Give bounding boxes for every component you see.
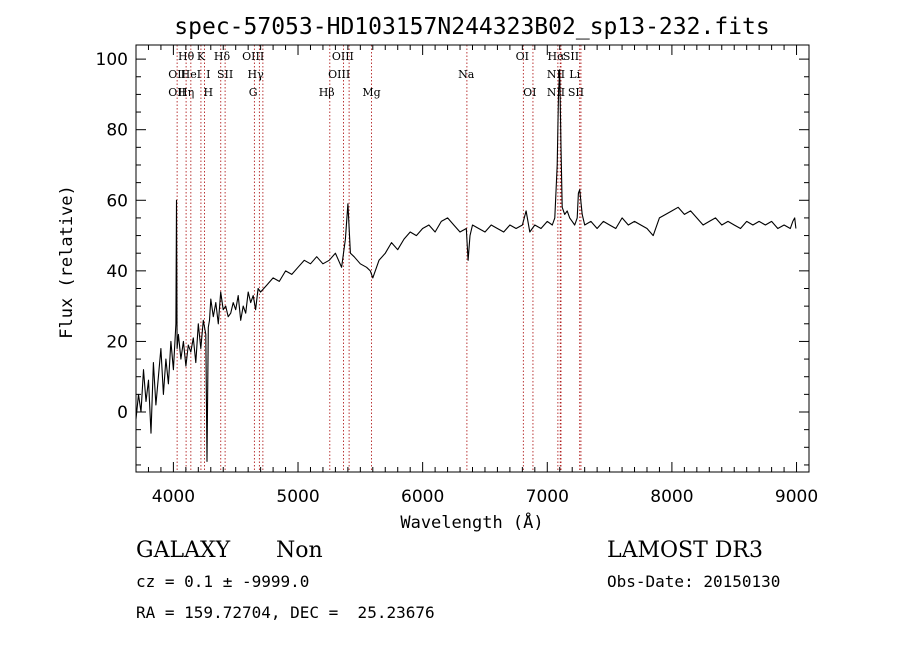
line-marker-label: OIII <box>328 68 350 81</box>
line-marker-label: Hη <box>178 86 194 99</box>
line-marker-label: G <box>249 86 258 99</box>
chart-title: spec-57053-HD103157N244323B02_sp13-232.f… <box>174 14 769 40</box>
y-tick-label: 80 <box>106 121 128 141</box>
y-tick-label: 0 <box>117 403 128 423</box>
emission-line-markers <box>176 45 582 472</box>
line-marker-label: SII <box>568 86 584 99</box>
y-axis-label: Flux (relative) <box>57 185 77 339</box>
line-marker-label: Hδ <box>214 50 231 63</box>
line-marker-label: Mg <box>362 86 380 99</box>
line-marker-label: Hα <box>547 50 565 63</box>
x-tick-label: 9000 <box>775 487 818 507</box>
line-marker-label: OIII <box>332 50 354 63</box>
x-tick-label: 4000 <box>152 487 195 507</box>
x-axis-label: Wavelength (Å) <box>400 511 543 533</box>
x-axis-ticks: 4000 5000 6000 7000 8000 9000 <box>135 45 818 507</box>
redshift-cz: cz = 0.1 ± -9999.0 <box>136 572 310 591</box>
emission-line-labels: OII OII Hθ Hη HeI K HI Hδ SII OIII Hγ G Hβ OIII OIII Mg… <box>168 50 584 99</box>
y-tick-label: 40 <box>106 262 128 282</box>
object-subclass: Non <box>276 538 323 563</box>
line-marker-label: OI <box>516 50 529 63</box>
line-marker-label: Na <box>458 68 475 81</box>
y-tick-label: 100 <box>96 50 128 70</box>
line-marker-label: Hγ <box>248 68 265 81</box>
observation-date: Obs-Date: 20150130 <box>607 572 781 591</box>
line-marker-label: SII <box>563 50 579 63</box>
line-marker-label: Hθ <box>178 50 195 63</box>
x-tick-label: 6000 <box>401 487 444 507</box>
y-tick-label: 20 <box>106 332 128 352</box>
line-marker-label: H <box>203 86 213 99</box>
line-marker-label: OI <box>523 86 536 99</box>
line-marker-label: OII <box>168 68 186 81</box>
plot-frame <box>135 44 810 473</box>
line-marker-label: NII <box>547 68 565 81</box>
line-marker-label: K <box>197 50 206 63</box>
sky-coordinates: RA = 159.72704, DEC = 25.23676 <box>136 603 435 622</box>
line-marker-label: SII <box>217 68 233 81</box>
survey-name: LAMOST DR3 <box>607 538 763 563</box>
object-class: GALAXY <box>136 538 231 563</box>
y-axis-ticks: 0 20 40 60 80 100 <box>96 50 809 466</box>
line-marker-label: OIII <box>242 50 264 63</box>
spectrum-line <box>135 69 797 462</box>
x-tick-label: 5000 <box>276 487 319 507</box>
line-marker-label: Hβ <box>319 86 335 99</box>
line-marker-label: NII <box>547 86 565 99</box>
line-marker-label: I <box>206 68 210 81</box>
y-tick-label: 60 <box>106 191 128 211</box>
line-marker-label: HeI <box>181 68 201 81</box>
line-marker-label: Li <box>569 68 580 81</box>
line-marker-label: OII <box>168 86 186 99</box>
x-tick-label: 8000 <box>650 487 693 507</box>
x-tick-label: 7000 <box>526 487 569 507</box>
